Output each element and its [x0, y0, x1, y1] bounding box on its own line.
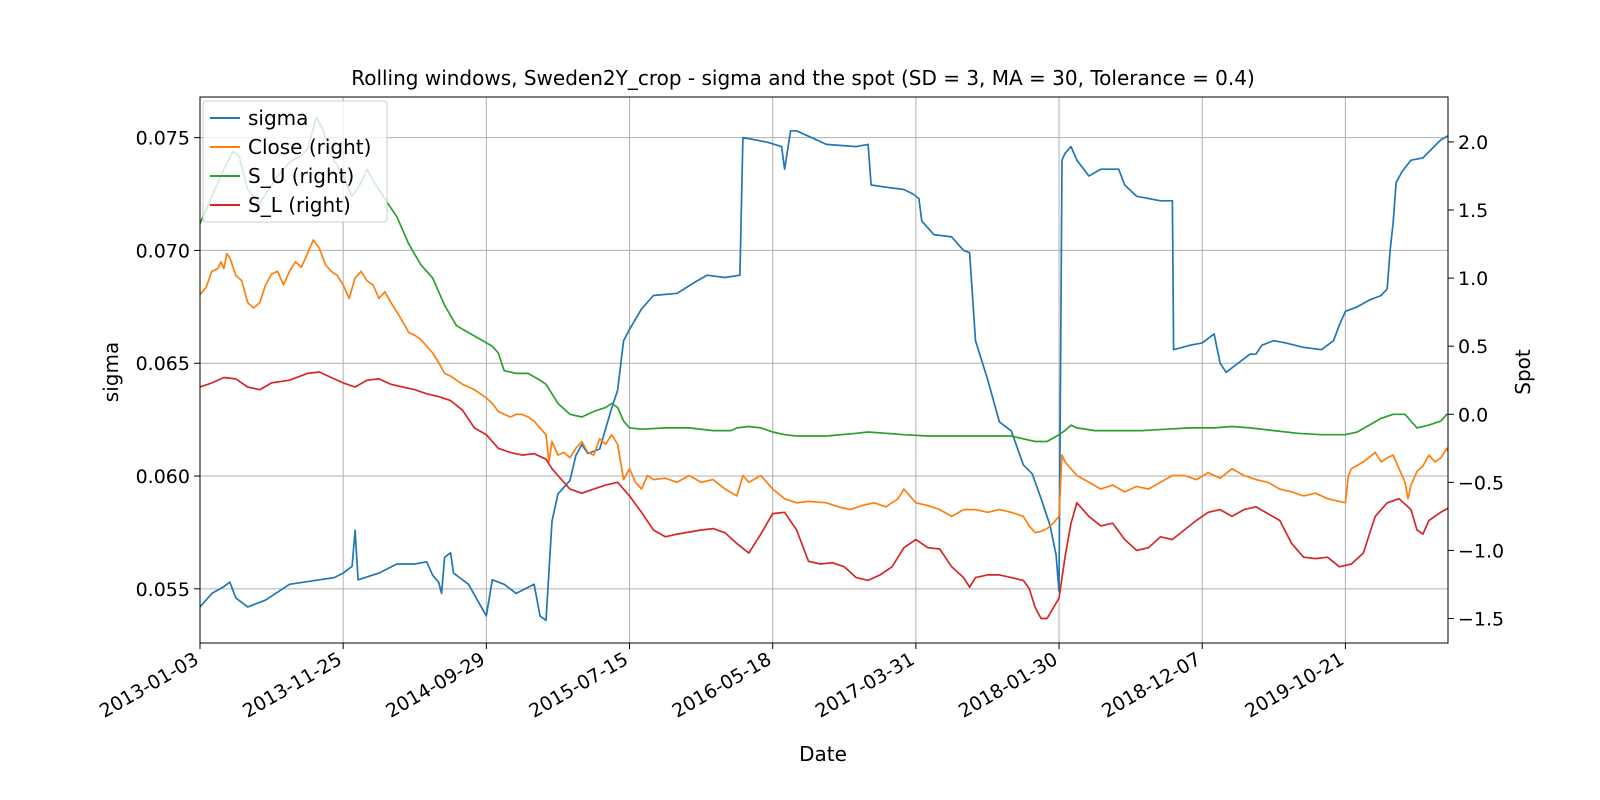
y-tick-label: 0.075: [136, 128, 190, 150]
y-axis-left: 0.055 0.060 0.065 0.070 0.075: [136, 128, 200, 601]
series-lines: [200, 116, 1448, 622]
y-tick-label: 0.070: [136, 240, 190, 262]
grid: [199, 97, 1448, 643]
series-line-sigma: [200, 129, 1448, 622]
series-line-close: [200, 239, 1448, 534]
y-axis-title-left: sigma: [99, 342, 123, 402]
y-right-tick-label: −0.5: [1458, 472, 1504, 494]
x-tick-label: 2014-09-29: [382, 648, 489, 722]
x-tick-label: 2018-01-30: [955, 648, 1062, 722]
y-right-tick-label: 1.0: [1458, 268, 1488, 290]
legend-label: S_U (right): [248, 164, 354, 188]
x-tick-label: 2017-03-31: [812, 648, 919, 722]
y-right-tick-label: 0.5: [1458, 336, 1488, 358]
y-axis-right: −1.5 −1.0 −0.5 0.0 0.5 1.0 1.5 2.0: [1448, 132, 1504, 630]
y-tick-label: 0.060: [136, 466, 190, 488]
legend-box: [202, 100, 388, 223]
series-line-s-u: [200, 116, 1448, 443]
y-right-tick-label: −1.5: [1458, 608, 1504, 630]
x-tick-label: 2013-11-25: [239, 648, 346, 722]
y-right-tick-label: 2.0: [1458, 132, 1488, 154]
y-tick-label: 0.055: [136, 579, 190, 601]
y-right-tick-label: 1.5: [1458, 200, 1488, 222]
y-axis-title-right: Spot: [1511, 349, 1535, 395]
x-tick-label: 2015-07-15: [525, 648, 632, 722]
x-axis: 2013-01-03 2013-11-25 2014-09-29 2015-07-15…: [96, 643, 1348, 723]
x-tick-label: 2016-05-18: [669, 648, 776, 722]
x-tick-label: 2019-10-21: [1241, 648, 1348, 722]
series-line-s-l: [200, 371, 1448, 620]
legend: sigma Close (right) S_U (right) S_L (right): [202, 100, 388, 223]
y-tick-label: 0.065: [136, 353, 190, 375]
x-tick-label: 2013-01-03: [96, 648, 203, 722]
legend-label: sigma: [248, 106, 308, 130]
chart-title: Rolling windows, Sweden2Y_crop - sigma a…: [351, 66, 1255, 90]
legend-label: Close (right): [248, 135, 371, 159]
legend-label: S_L (right): [248, 193, 351, 217]
y-right-tick-label: 0.0: [1458, 404, 1488, 426]
x-axis-title: Date: [799, 742, 847, 766]
y-right-tick-label: −1.0: [1458, 540, 1504, 562]
x-tick-label: 2018-12-07: [1098, 648, 1205, 722]
plot-frame: [199, 96, 1449, 644]
